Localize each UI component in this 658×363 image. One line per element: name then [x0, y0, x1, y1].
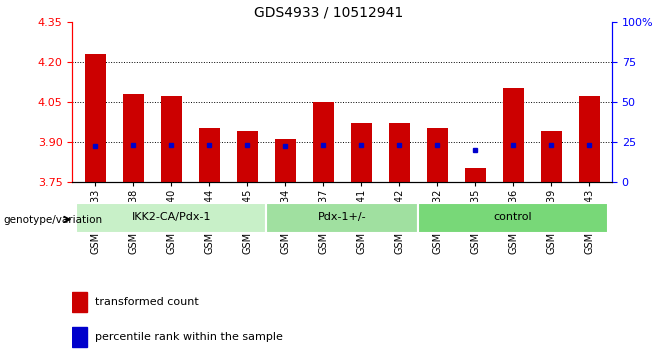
Bar: [541, 131, 561, 182]
Bar: [389, 123, 409, 182]
Text: Pdx-1+/-: Pdx-1+/-: [318, 212, 367, 222]
Bar: [465, 168, 486, 182]
Bar: [351, 123, 372, 182]
Bar: [503, 88, 524, 182]
Text: transformed count: transformed count: [95, 297, 198, 307]
Bar: [266, 203, 418, 233]
Bar: [76, 203, 266, 233]
Bar: [161, 96, 182, 182]
Bar: [275, 139, 295, 182]
Bar: [313, 102, 334, 182]
Bar: [199, 128, 220, 182]
Bar: [72, 292, 87, 312]
Bar: [237, 131, 258, 182]
Bar: [418, 203, 608, 233]
Text: percentile rank within the sample: percentile rank within the sample: [95, 332, 282, 342]
Bar: [578, 96, 599, 182]
Text: IKK2-CA/Pdx-1: IKK2-CA/Pdx-1: [132, 212, 211, 222]
Text: control: control: [494, 212, 532, 222]
Text: GDS4933 / 10512941: GDS4933 / 10512941: [255, 5, 403, 20]
Text: genotype/variation: genotype/variation: [3, 215, 103, 225]
Bar: [85, 54, 106, 182]
Bar: [123, 94, 143, 182]
Bar: [426, 128, 447, 182]
Bar: [72, 327, 87, 347]
